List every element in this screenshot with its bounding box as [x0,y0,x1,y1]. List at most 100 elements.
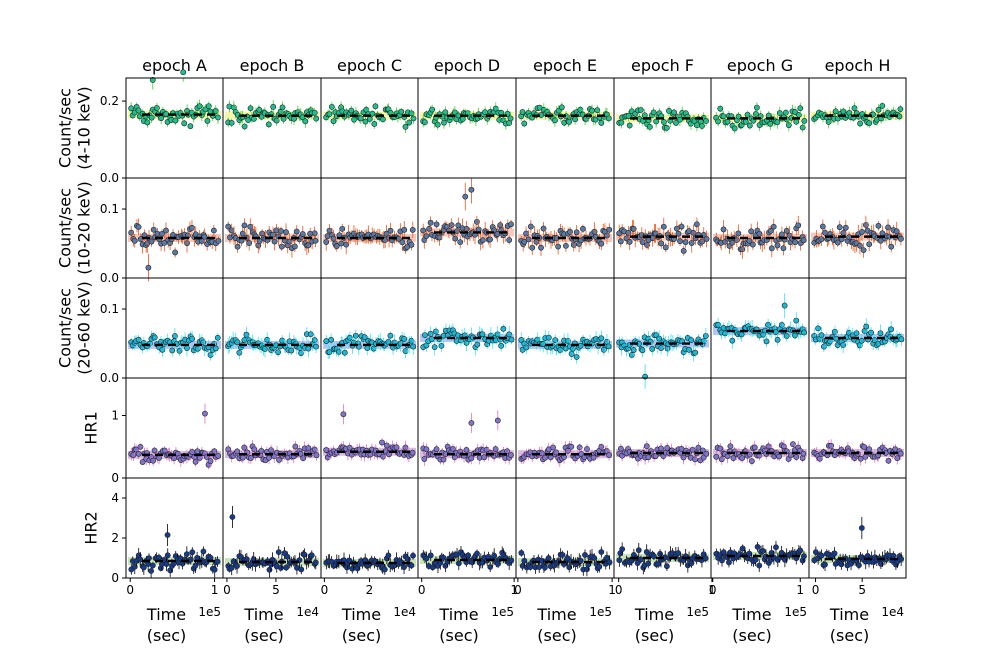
x-axis-label: (sec) [244,626,283,645]
data-point [793,317,800,324]
data-point [279,104,286,111]
data-point [225,223,232,230]
data-point [752,556,759,563]
data-point [671,109,678,116]
data-point [348,107,355,114]
data-point [539,450,545,457]
data-point [427,330,434,337]
data-point [567,228,573,235]
data-point [573,229,580,236]
data-point [598,120,605,126]
data-point [239,230,246,237]
x-axis-label: Time [341,605,381,624]
data-point [628,352,635,358]
data-point [617,238,624,245]
data-point [284,553,291,560]
data-point [346,444,353,451]
column-xlabels: Time (sec) 1e5 Time (sec) 1e4 Time (sec) 1e4 Time… [146,605,904,645]
data-point [491,552,498,559]
panel [808,177,907,279]
data-point [280,115,287,122]
data-point [801,329,808,336]
row-ylabel: Count/sec [56,288,75,368]
data-point [298,566,305,573]
data-point [151,447,158,454]
data-point [402,348,409,355]
data-point [234,563,240,569]
panel-frame [125,277,224,379]
data-point [433,221,440,228]
data-point [749,458,755,464]
data-point [262,346,268,352]
data-point [727,443,734,450]
row-ylabel: (10-20 keV) [75,181,94,275]
data-point [606,559,613,566]
data-point [192,458,199,465]
data-point [832,108,839,115]
panel-frame [125,77,224,179]
data-point [800,553,807,560]
data-point [300,455,307,462]
panel [417,377,517,479]
data-point [313,115,320,122]
data-point [328,103,335,110]
y-tick-label: 2 [111,531,119,545]
data-point [754,543,761,550]
data-point [552,117,558,124]
data-point [751,444,758,451]
x-axis-label: (sec) [830,626,869,645]
data-point [383,442,390,449]
data-point [816,455,823,462]
data-point [137,556,144,563]
data-point [790,441,796,448]
data-point [800,450,807,457]
data-point [131,563,138,570]
x-axis-label: Time [731,605,771,624]
panel [613,177,712,279]
data-point [333,243,340,249]
data-point [637,107,644,113]
x-offset-label: 1e4 [393,605,416,619]
data-point [508,221,514,228]
data-point [795,111,802,118]
data-point [792,239,798,246]
data-point [465,552,472,559]
row-ylabel: (20-60 keV) [75,281,94,375]
column-title: epoch H [825,56,891,75]
panel-frame [613,277,712,379]
data-point [507,115,514,122]
data-point [404,556,411,562]
data-point [739,246,746,253]
data-point [311,446,318,453]
x-axis-label: Time [536,605,576,624]
data-point [568,351,575,357]
data-point [442,109,449,116]
row-ylabel: HR1 [82,411,101,444]
x-tick-label: 1 [608,583,616,597]
panel [515,77,615,179]
x-tick-label: 0 [126,583,134,597]
panel [515,377,615,479]
data-point [768,549,775,556]
row-ylabel: Count/sec [56,88,75,168]
panel: 01 [111,377,224,485]
data-point [452,235,459,242]
data-point [163,227,169,234]
data-point [897,235,904,242]
data-point [409,449,416,456]
data-point [658,345,665,351]
panel [222,377,322,479]
data-point [401,336,408,342]
x-tick-label: 0 [418,583,426,597]
data-point [410,552,416,559]
data-point [596,563,603,570]
data-point [606,226,613,233]
data-point [879,102,886,109]
data-point [402,444,409,451]
panel [710,277,810,379]
data-point [276,457,282,463]
data-point [131,237,138,244]
data-point [211,566,218,573]
